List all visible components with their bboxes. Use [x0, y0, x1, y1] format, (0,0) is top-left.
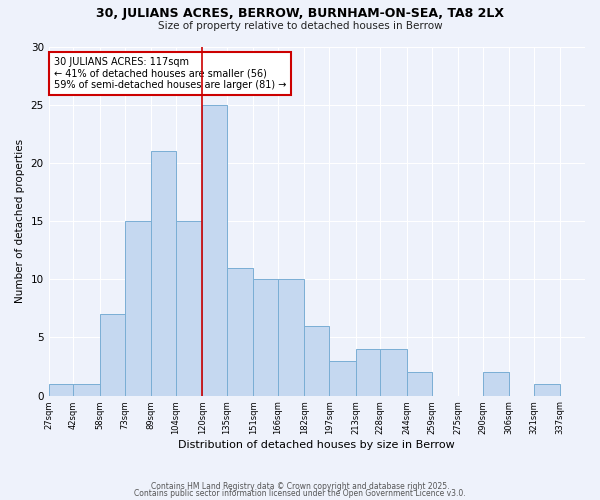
X-axis label: Distribution of detached houses by size in Berrow: Distribution of detached houses by size …: [178, 440, 455, 450]
Text: Contains HM Land Registry data © Crown copyright and database right 2025.: Contains HM Land Registry data © Crown c…: [151, 482, 449, 491]
Bar: [151, 151, 176, 396]
Bar: [380, 349, 407, 396]
Bar: [125, 221, 151, 396]
Text: 30 JULIANS ACRES: 117sqm
← 41% of detached houses are smaller (56)
59% of semi-d: 30 JULIANS ACRES: 117sqm ← 41% of detach…: [54, 57, 286, 90]
Bar: [329, 360, 356, 396]
Bar: [100, 314, 125, 396]
Bar: [534, 384, 560, 396]
Bar: [73, 384, 100, 396]
Bar: [176, 221, 202, 396]
Bar: [278, 279, 304, 396]
Bar: [304, 326, 329, 396]
Y-axis label: Number of detached properties: Number of detached properties: [15, 139, 25, 303]
Bar: [49, 384, 73, 396]
Bar: [356, 349, 380, 396]
Bar: [227, 268, 253, 396]
Bar: [482, 372, 509, 396]
Bar: [202, 104, 227, 396]
Bar: [253, 279, 278, 396]
Text: Contains public sector information licensed under the Open Government Licence v3: Contains public sector information licen…: [134, 489, 466, 498]
Text: Size of property relative to detached houses in Berrow: Size of property relative to detached ho…: [158, 21, 442, 31]
Bar: [407, 372, 431, 396]
Text: 30, JULIANS ACRES, BERROW, BURNHAM-ON-SEA, TA8 2LX: 30, JULIANS ACRES, BERROW, BURNHAM-ON-SE…: [96, 8, 504, 20]
